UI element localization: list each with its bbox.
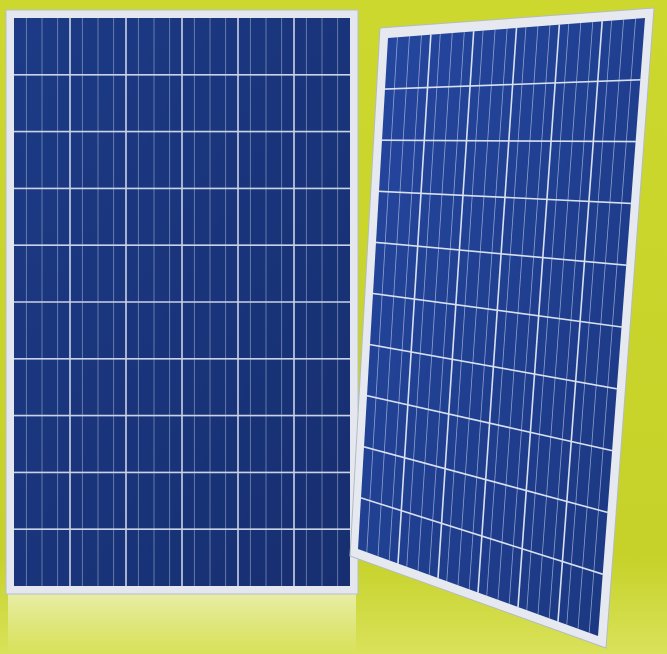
cell-line — [577, 19, 624, 629]
cell-line — [588, 18, 636, 633]
cell-line — [388, 35, 422, 561]
cell-line — [517, 24, 561, 608]
cell-line — [446, 30, 484, 582]
cell-line — [477, 27, 518, 593]
cell-line — [537, 22, 582, 615]
right-panel-grid — [360, 18, 641, 633]
cell-line — [566, 20, 612, 625]
cell-line — [508, 25, 551, 604]
cell-line — [557, 21, 603, 622]
cell-line — [406, 33, 441, 567]
cell-line — [417, 32, 453, 571]
reflection — [8, 594, 356, 654]
cell-line — [437, 31, 475, 579]
cell-line — [366, 37, 398, 553]
right-panel-cells — [358, 18, 645, 636]
cell-line — [468, 28, 508, 590]
cell-line — [548, 22, 594, 619]
cell-line — [526, 23, 570, 611]
left-panel-grid — [14, 18, 350, 586]
cell-line — [377, 36, 410, 557]
cell-line — [457, 29, 496, 586]
cell-line — [497, 26, 539, 600]
cell-line — [428, 32, 465, 575]
cell-line — [397, 34, 432, 564]
cell-line — [486, 27, 527, 596]
